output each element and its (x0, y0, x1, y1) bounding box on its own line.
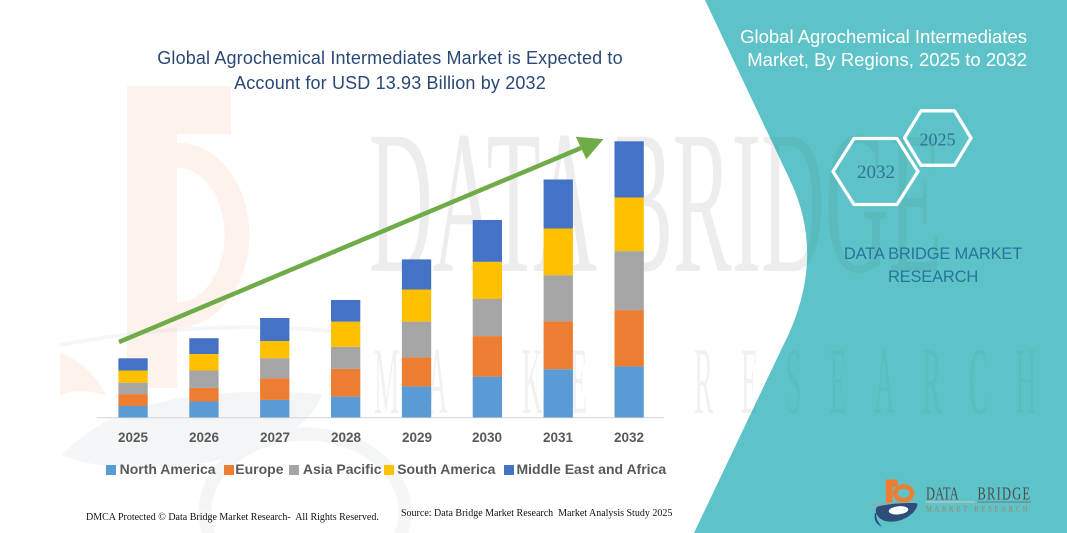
svg-text:MARKET RESEARCH: MARKET RESEARCH (926, 504, 1030, 514)
svg-text:2032: 2032 (857, 162, 895, 183)
svg-text:DATA: DATA (926, 484, 959, 504)
svg-text:BRIDGE: BRIDGE (978, 484, 1032, 504)
svg-text:DATA BRIDGE: DATA BRIDGE (369, 89, 942, 316)
svg-text:2025: 2025 (920, 130, 956, 150)
